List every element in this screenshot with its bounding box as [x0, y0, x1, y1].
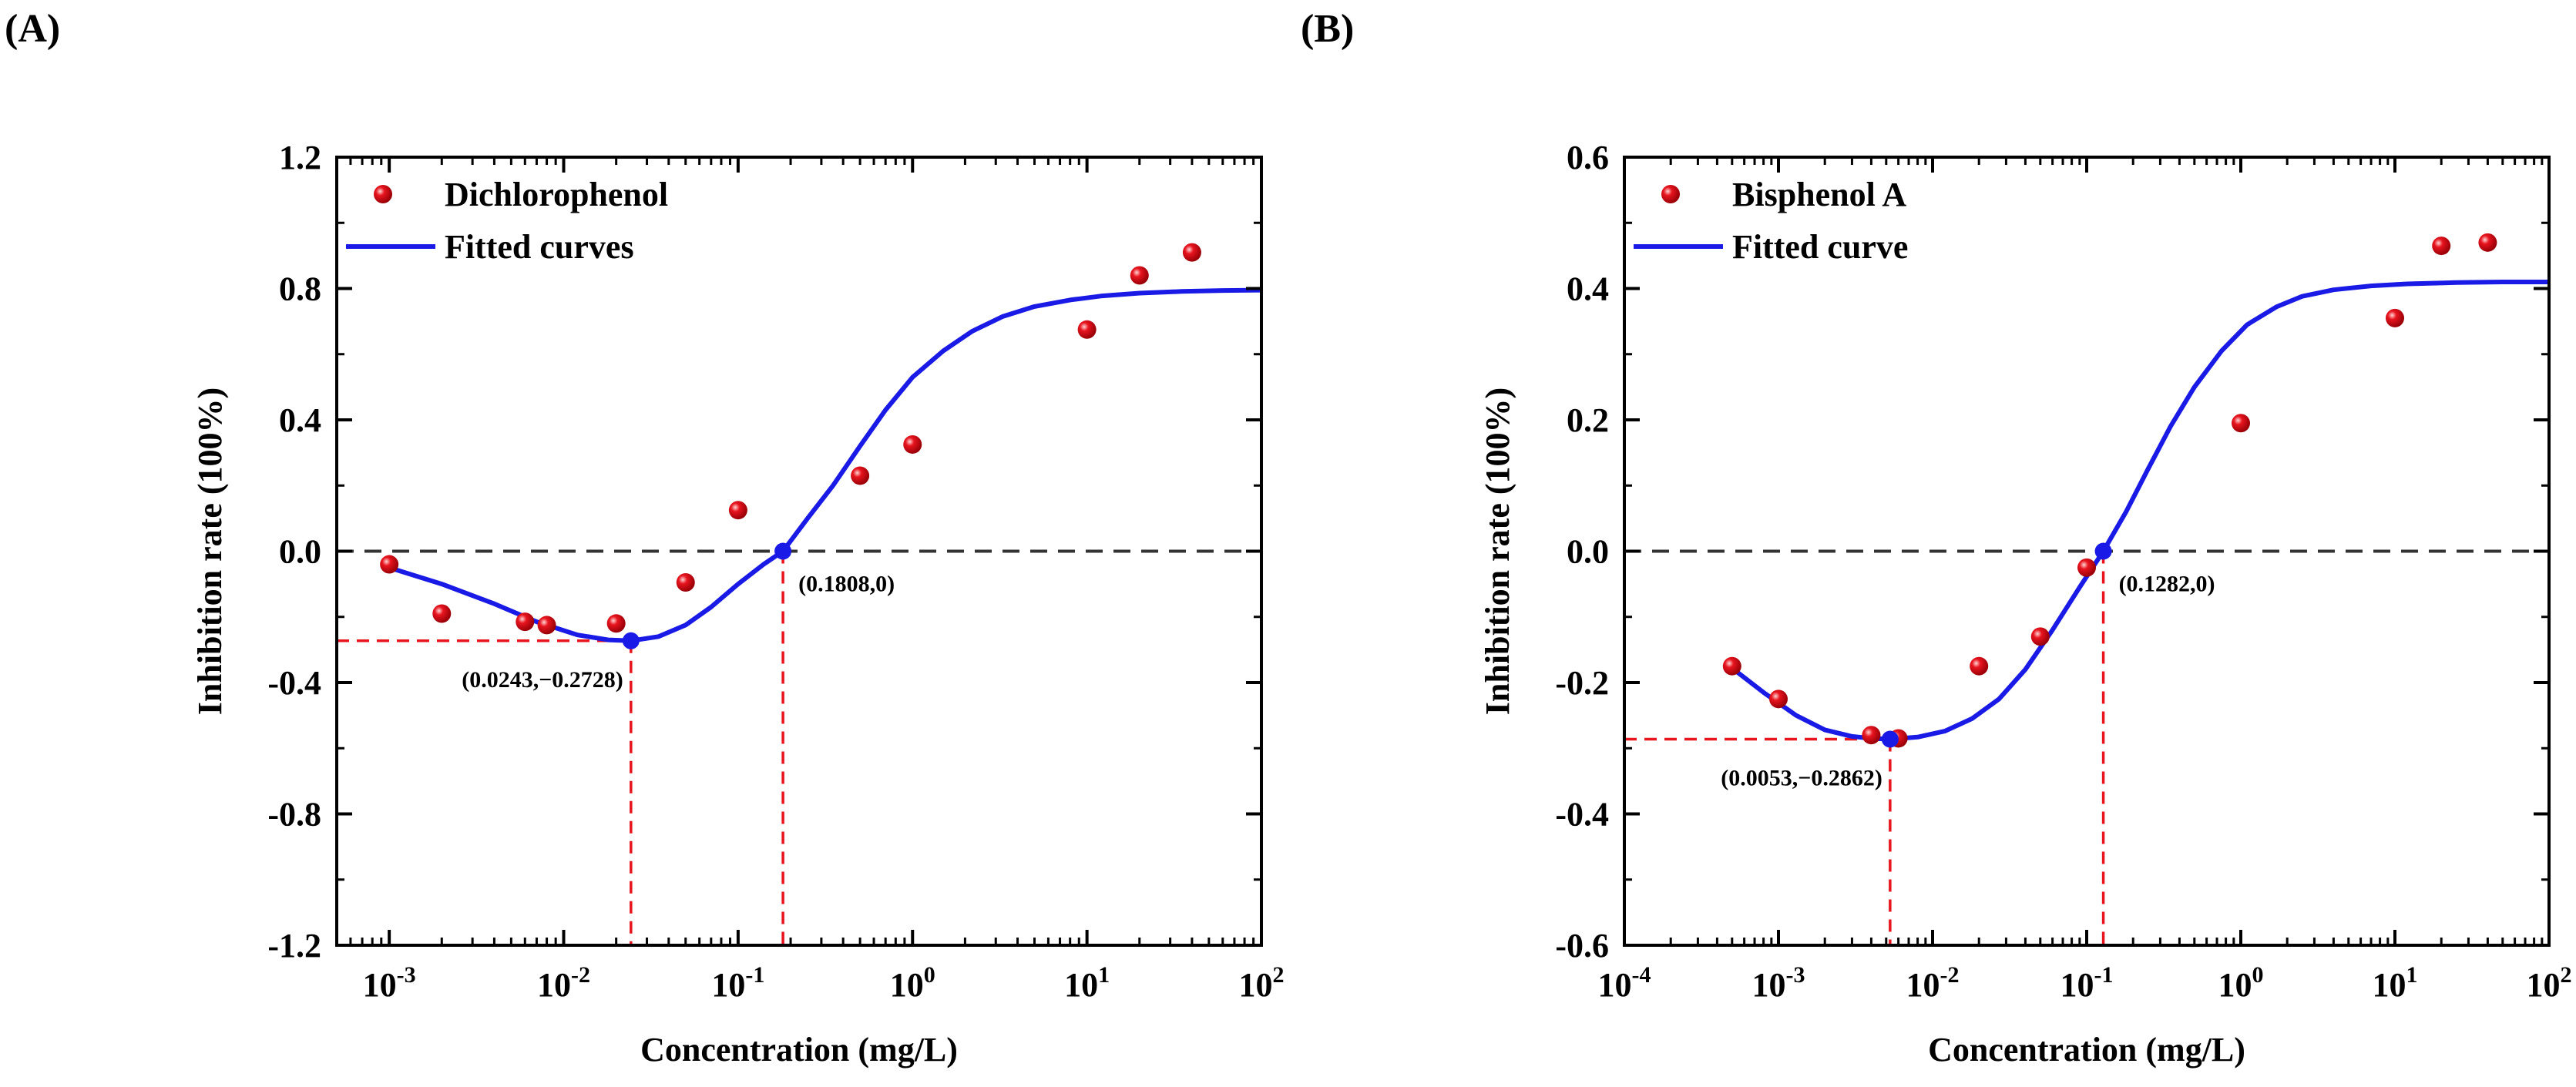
panel-label-b: (B) — [1301, 7, 1355, 51]
y-tick-label: -0.4 — [1555, 796, 1609, 834]
data-point — [1130, 266, 1149, 285]
minimum-point-label: (0.0243,−0.2728) — [462, 667, 623, 693]
data-point — [2386, 308, 2404, 327]
panel-label-a: (A) — [5, 7, 61, 51]
y-tick-label: 0.8 — [279, 270, 321, 308]
data-point — [728, 501, 747, 520]
x-tick-label: 10-2 — [1906, 962, 1960, 1004]
data-point — [903, 434, 922, 454]
x-tick-label: 102 — [2527, 962, 2572, 1004]
y-tick-label: 0.4 — [1567, 270, 1609, 308]
x-tick-label: 101 — [2373, 962, 2418, 1004]
x-tick-label: 10-2 — [537, 962, 590, 1004]
chart-panel-b: (0.0053,−0.2862) (0.1282,0) 10-4 10-3 10-2 10… — [1479, 139, 2572, 1069]
y-tick-label: 1.2 — [279, 139, 321, 176]
x-tick-label: 10-3 — [1752, 962, 1805, 1004]
data-point — [537, 616, 556, 635]
data-point — [2432, 237, 2451, 256]
legend-label-points: Dichlorophenol — [445, 176, 668, 213]
y-tick-label: 0.6 — [1567, 139, 1609, 176]
x-tick-label: 101 — [1064, 962, 1110, 1004]
data-point — [1722, 656, 1741, 676]
x-tick-label: 10-4 — [1598, 962, 1651, 1004]
y-tick-label: -0.6 — [1555, 927, 1609, 965]
data-point — [432, 604, 452, 623]
legend-label-curve: Fitted curves — [445, 228, 634, 266]
minimum-point-label: (0.0053,−0.2862) — [1721, 765, 1882, 790]
fitted-curve-line — [388, 287, 1262, 643]
special-point — [2094, 542, 2112, 560]
special-point — [774, 542, 792, 560]
legend-label-curve: Fitted curve — [1732, 228, 1908, 266]
x-tick-label: 10-1 — [2060, 962, 2114, 1004]
chart-panel-a: (0.0243,−0.2728) (0.1808,0) 10-3 10-2 10-1 10… — [191, 139, 1285, 1069]
x-tick-label: 10-3 — [363, 962, 416, 1004]
data-point — [606, 614, 626, 633]
data-point — [1077, 320, 1097, 339]
legend-point-symbol — [1661, 185, 1680, 203]
data-point — [1862, 726, 1881, 745]
x-axis-title: Concentration (mg/L) — [1928, 1031, 2245, 1069]
x-tick-label: 102 — [1239, 962, 1285, 1004]
x-tick-label: 100 — [890, 962, 935, 1004]
y-axis-title: Inhibition rate (100%) — [191, 387, 229, 715]
y-tick-label: -0.2 — [1555, 664, 1609, 702]
y-tick-label: 0.0 — [1567, 533, 1609, 571]
y-tick-label: -0.8 — [267, 796, 321, 834]
zero-crossing-label: (0.1808,0) — [798, 572, 895, 597]
special-point — [1881, 730, 1899, 748]
legend-point-symbol — [374, 185, 392, 203]
data-point — [2030, 627, 2050, 646]
zero-crossing-label: (0.1282,0) — [2119, 572, 2215, 597]
data-point — [516, 612, 535, 632]
y-tick-label: 0.0 — [279, 533, 321, 571]
data-point — [851, 466, 870, 485]
data-point — [676, 572, 695, 592]
y-tick-label: -1.2 — [267, 927, 321, 965]
y-axis-title: Inhibition rate (100%) — [1479, 387, 1516, 715]
x-axis-title: Concentration (mg/L) — [640, 1031, 958, 1069]
data-point — [2077, 558, 2096, 577]
y-tick-label: 0.4 — [279, 401, 321, 439]
special-point — [622, 632, 640, 649]
fitted-curve-line — [1730, 280, 2549, 742]
data-point — [1182, 243, 1201, 262]
y-tick-label: -0.4 — [267, 664, 321, 702]
data-point — [2478, 233, 2497, 252]
data-point — [1769, 689, 1788, 709]
legend-label-points: Bisphenol A — [1732, 176, 1906, 213]
x-tick-label: 10-1 — [711, 962, 764, 1004]
y-tick-label: 0.2 — [1567, 401, 1609, 439]
x-tick-label: 100 — [2218, 962, 2264, 1004]
data-point — [380, 555, 399, 574]
data-point — [2232, 414, 2250, 433]
data-point — [1970, 656, 1989, 676]
